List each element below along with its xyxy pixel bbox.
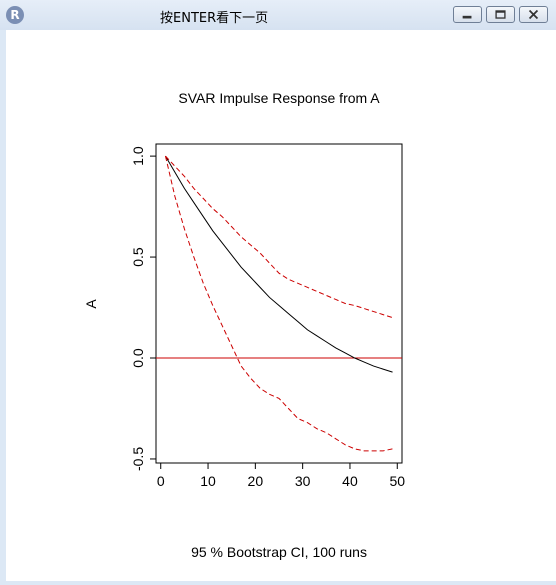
y-axis-label: A [83, 299, 99, 309]
x-tick-label: 20 [248, 473, 264, 489]
y-tick-label: -0.5 [130, 447, 146, 471]
plot-area [155, 143, 403, 464]
lower-ci-line [164, 155, 393, 452]
x-tick-label: 10 [200, 473, 216, 489]
window-title: 按ENTER看下一页 [160, 11, 269, 26]
plot-frame [155, 143, 403, 464]
axis-ticks: 0 10 20 30 40 50 -0.5 0.0 0.5 1.0 [130, 146, 405, 489]
irf-chart: SVAR Impulse Response from A 95 % Bootst… [83, 90, 405, 560]
upper-ci-line [165, 155, 393, 319]
minimize-icon [462, 15, 472, 19]
close-icon [528, 9, 539, 20]
chart-title: SVAR Impulse Response from A [178, 90, 380, 106]
x-tick-label: 40 [342, 473, 358, 489]
y-tick-label: 0.5 [130, 247, 146, 267]
maximize-icon [495, 10, 506, 19]
x-tick-label: 0 [157, 473, 165, 489]
y-tick-label: 1.0 [130, 146, 146, 166]
close-button[interactable] [519, 6, 548, 23]
x-tick-label: 30 [295, 473, 311, 489]
y-tick-label: 0.0 [130, 348, 146, 368]
plot-canvas: SVAR Impulse Response from A 95 % Bootst… [6, 30, 556, 581]
maximize-button[interactable] [486, 6, 515, 23]
irf-line [165, 155, 393, 373]
minimize-button[interactable] [453, 6, 482, 23]
r-app-icon: R [6, 6, 24, 24]
x-tick-label: 50 [389, 473, 405, 489]
title-bar: R 按ENTER看下一页 [0, 0, 556, 30]
x-axis-label: 95 % Bootstrap CI, 100 runs [191, 544, 367, 560]
